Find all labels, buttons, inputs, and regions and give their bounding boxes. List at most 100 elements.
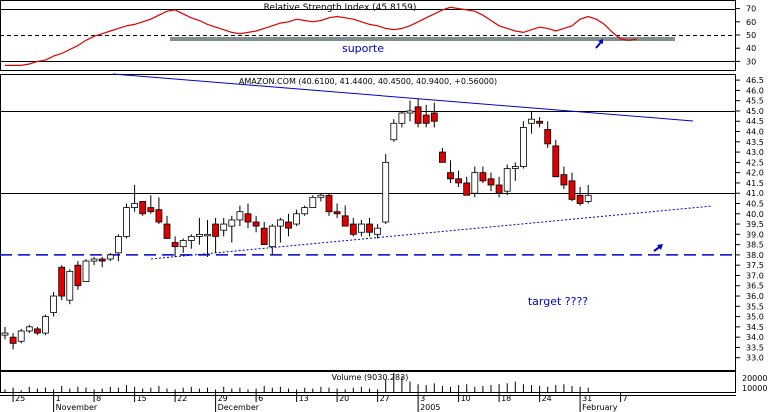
- candle: [317, 193, 325, 202]
- candle-body: [236, 211, 244, 221]
- candle: [17, 328, 25, 344]
- candle: [106, 252, 114, 262]
- candle-body: [463, 182, 471, 196]
- price-tick-label: 45.5: [746, 97, 764, 106]
- candle-body: [382, 161, 390, 223]
- price-tick-label: 33.0: [746, 354, 764, 363]
- candle-body: [139, 201, 147, 215]
- candle: [220, 217, 228, 237]
- price-tick-label: 38.5: [746, 241, 764, 250]
- x-tick-label: 24: [542, 394, 552, 403]
- candle-body: [268, 225, 276, 248]
- suporte-label: suporte: [342, 42, 384, 55]
- price-tick-label: 45.0: [746, 107, 764, 116]
- x-tick-label: 7: [623, 394, 628, 403]
- candle-body: [374, 227, 382, 235]
- price-tick-label: 41.0: [746, 189, 764, 198]
- price-tick-label: 36.0: [746, 292, 764, 301]
- candle-body: [155, 209, 163, 223]
- rsi-title: Relative Strength Index (45.8159): [264, 3, 417, 13]
- candle: [414, 98, 422, 128]
- candle-body: [568, 180, 576, 200]
- candle-body: [495, 184, 503, 194]
- price-tick-label: 37.5: [746, 261, 764, 270]
- candle: [147, 195, 155, 214]
- candle: [398, 110, 406, 128]
- candle: [520, 121, 527, 169]
- candle-body: [293, 213, 301, 225]
- candle: [155, 197, 163, 225]
- candle-body: [42, 316, 49, 334]
- candle: [123, 203, 130, 239]
- month-label: November: [56, 403, 98, 412]
- rsi-tick-label: 60: [746, 18, 756, 27]
- price-tick-label: 42.5: [746, 158, 764, 167]
- candle-body: [576, 194, 584, 204]
- candle: [236, 205, 244, 227]
- x-tick-label: 1: [56, 394, 61, 403]
- candle-body: [333, 211, 341, 215]
- x-tick-label: 31: [582, 394, 592, 403]
- price-tick-label: 41.5: [746, 179, 764, 188]
- candle: [139, 201, 147, 216]
- candle-body: [301, 207, 309, 215]
- candle-body: [147, 207, 155, 213]
- candle-body: [204, 233, 211, 237]
- candle-body: [528, 118, 535, 124]
- price-tick-label: 38.0: [746, 251, 764, 260]
- candle-body: [357, 223, 365, 233]
- candle: [471, 166, 479, 198]
- candle: [528, 110, 535, 134]
- price-tick-label: 44.5: [746, 117, 764, 126]
- candle: [131, 184, 139, 212]
- volume-bars: [4, 373, 589, 392]
- candle-body: [285, 221, 292, 229]
- candle: [349, 217, 357, 237]
- x-tick-label: 6: [258, 394, 263, 403]
- candle-body: [560, 174, 568, 186]
- candle-body: [398, 112, 406, 124]
- candle-body: [260, 227, 268, 246]
- volume-panel-frame: [0, 371, 736, 393]
- candle-body: [406, 110, 414, 114]
- candle: [90, 256, 98, 266]
- candle: [163, 215, 171, 239]
- candle: [333, 203, 341, 218]
- candle-body: [187, 235, 195, 241]
- x-tick-label: 13: [299, 394, 309, 403]
- candle-body: [325, 194, 333, 213]
- candle: [9, 333, 17, 350]
- candle: [309, 195, 317, 209]
- candle-body: [123, 207, 130, 237]
- candle: [50, 291, 57, 317]
- candle-body: [479, 172, 487, 182]
- x-tick-label: 20: [339, 394, 349, 403]
- candle: [503, 164, 511, 196]
- candle: [293, 209, 301, 227]
- candle: [171, 236, 179, 257]
- candle: [455, 170, 463, 188]
- candle-body: [17, 330, 25, 342]
- candle: [98, 256, 106, 268]
- rsi-tick-label: 70: [746, 5, 756, 14]
- candle: [115, 234, 122, 262]
- candle-body: [58, 266, 66, 297]
- candle-body: [25, 326, 33, 332]
- candle: [430, 102, 438, 128]
- candle-body: [276, 219, 284, 227]
- candle: [463, 176, 471, 196]
- price-tick-label: 36.5: [746, 282, 764, 291]
- price-tick-label: 46.5: [746, 76, 764, 85]
- rsi-tick-label: 50: [746, 31, 756, 40]
- x-tick-label: 29: [218, 394, 228, 403]
- price-panel-frame: [0, 74, 736, 371]
- candle-body: [171, 242, 179, 248]
- volume-title: Volume (9030.283): [332, 373, 409, 382]
- price-tick-label: 40.5: [746, 199, 764, 208]
- price-tick-label: 34.0: [746, 333, 764, 342]
- candle: [495, 176, 503, 198]
- rsi-tick-label: 40: [746, 44, 756, 53]
- x-tick-label: 22: [177, 394, 187, 403]
- candle-body: [34, 328, 41, 334]
- candle-body: [309, 196, 317, 209]
